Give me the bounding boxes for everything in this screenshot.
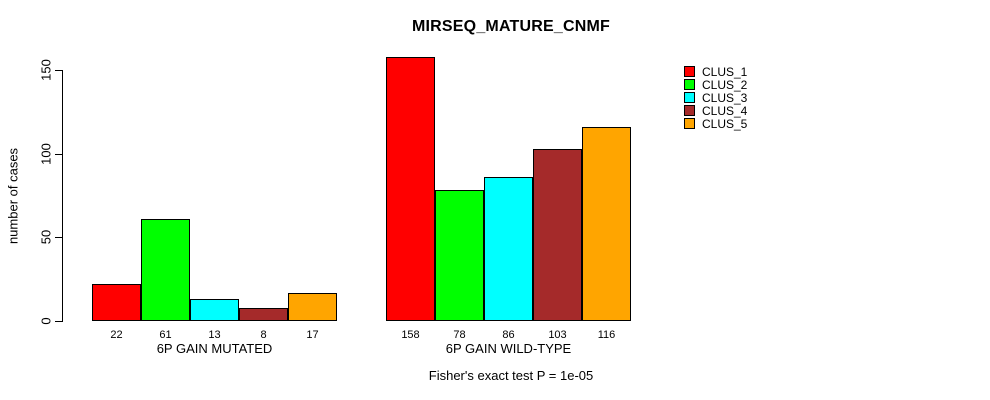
legend-swatch-clus_4 bbox=[684, 105, 695, 116]
legend-item-clus_1: CLUS_1 bbox=[684, 64, 748, 79]
bar-clus_2-group1 bbox=[141, 219, 190, 321]
y-tick-mark bbox=[55, 321, 62, 322]
x-group-label: 6P GAIN WILD-TYPE bbox=[445, 341, 572, 356]
legend-item-clus_5: CLUS_5 bbox=[684, 116, 748, 131]
bar-clus_5-group2 bbox=[582, 127, 631, 321]
legend-label: CLUS_2 bbox=[702, 77, 748, 92]
bar-clus_4-group1 bbox=[239, 308, 288, 321]
bar-value-label: 13 bbox=[208, 329, 221, 341]
bar-value-label: 78 bbox=[453, 329, 466, 341]
y-tick-label: 100 bbox=[38, 142, 54, 165]
legend-label: CLUS_5 bbox=[702, 116, 748, 131]
y-axis-label: number of cases bbox=[5, 147, 21, 245]
legend-swatch-clus_3 bbox=[684, 92, 695, 103]
bar-value-label: 86 bbox=[502, 329, 515, 341]
legend-label: CLUS_3 bbox=[702, 90, 748, 105]
legend-label: CLUS_1 bbox=[702, 64, 748, 79]
bar-clus_3-group1 bbox=[190, 299, 239, 321]
bar-value-label: 17 bbox=[306, 329, 319, 341]
legend-swatch-clus_5 bbox=[684, 118, 695, 129]
bar-value-label: 116 bbox=[597, 329, 616, 341]
bar-value-label: 158 bbox=[401, 329, 420, 341]
bar-clus_3-group2 bbox=[484, 177, 533, 321]
legend-item-clus_3: CLUS_3 bbox=[684, 90, 748, 105]
y-tick-mark bbox=[55, 70, 62, 71]
bar-value-label: 22 bbox=[110, 329, 123, 341]
legend-label: CLUS_4 bbox=[702, 103, 748, 118]
annotation-text: Fisher's exact test P = 1e-05 bbox=[428, 368, 594, 383]
x-group-label: 6P GAIN MUTATED bbox=[156, 341, 273, 356]
y-tick-label: 0 bbox=[38, 317, 54, 325]
legend: CLUS_1 CLUS_2 CLUS_3 CLUS_4 CLUS_5 bbox=[684, 64, 748, 131]
bar-clus_2-group2 bbox=[435, 190, 484, 321]
y-tick-mark bbox=[55, 237, 62, 239]
legend-swatch-clus_2 bbox=[684, 79, 695, 90]
y-tick-mark bbox=[55, 153, 62, 155]
bar-clus_1-group1 bbox=[92, 284, 141, 321]
bar-value-label: 8 bbox=[260, 329, 267, 341]
chart-title: MIRSEQ_MATURE_CNMF bbox=[412, 18, 610, 35]
y-tick-label: 150 bbox=[38, 59, 54, 81]
y-tick-label: 50 bbox=[38, 230, 54, 245]
bar-clus_1-group2 bbox=[386, 57, 435, 321]
bar-clus_4-group2 bbox=[533, 149, 582, 321]
bar-value-label: 103 bbox=[548, 329, 567, 341]
bar-value-label: 61 bbox=[159, 329, 172, 341]
y-axis-line bbox=[62, 70, 63, 322]
bar-clus_5-group1 bbox=[288, 293, 337, 321]
legend-swatch-clus_1 bbox=[684, 66, 695, 77]
legend-item-clus_4: CLUS_4 bbox=[684, 103, 748, 118]
legend-item-clus_2: CLUS_2 bbox=[684, 77, 748, 92]
